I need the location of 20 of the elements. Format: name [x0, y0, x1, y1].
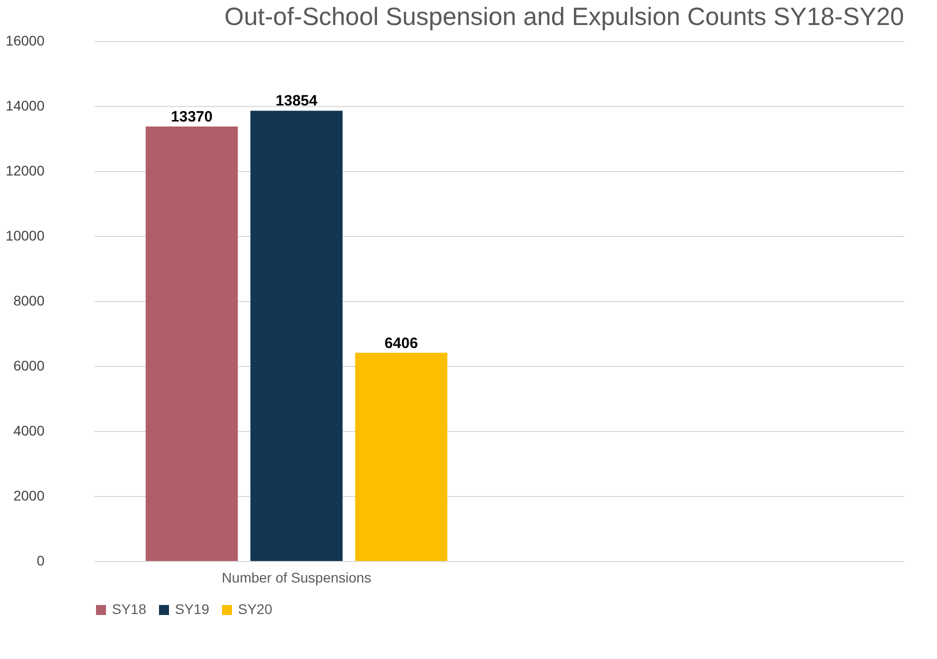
y-tick-label: 14000: [6, 98, 45, 114]
y-tick-label: 16000: [6, 32, 45, 48]
bar: [250, 110, 343, 561]
data-label: 13370: [170, 108, 213, 126]
y-tick-label: 6000: [13, 358, 45, 374]
data-label: 6406: [384, 334, 418, 352]
y-tick-label: 4000: [13, 422, 45, 438]
bar: [355, 352, 448, 561]
y-tick-label: 2000: [13, 488, 45, 504]
chart-title: Out-of-School Suspension and Expulsion Counts SY18-SY20: [224, 3, 904, 31]
y-tick-label: 0: [36, 552, 45, 568]
data-label: 13854: [276, 92, 318, 110]
legend-label: SY20: [238, 601, 272, 617]
y-tick-label: 8000: [13, 292, 45, 308]
y-tick-label: 10000: [6, 228, 45, 244]
bar: [146, 126, 238, 561]
legend-label: SY19: [175, 601, 210, 617]
y-tick-label: 12000: [6, 162, 45, 178]
legend-label: SY18: [112, 601, 146, 617]
x-tick-label: Number of Suspensions: [222, 570, 372, 586]
